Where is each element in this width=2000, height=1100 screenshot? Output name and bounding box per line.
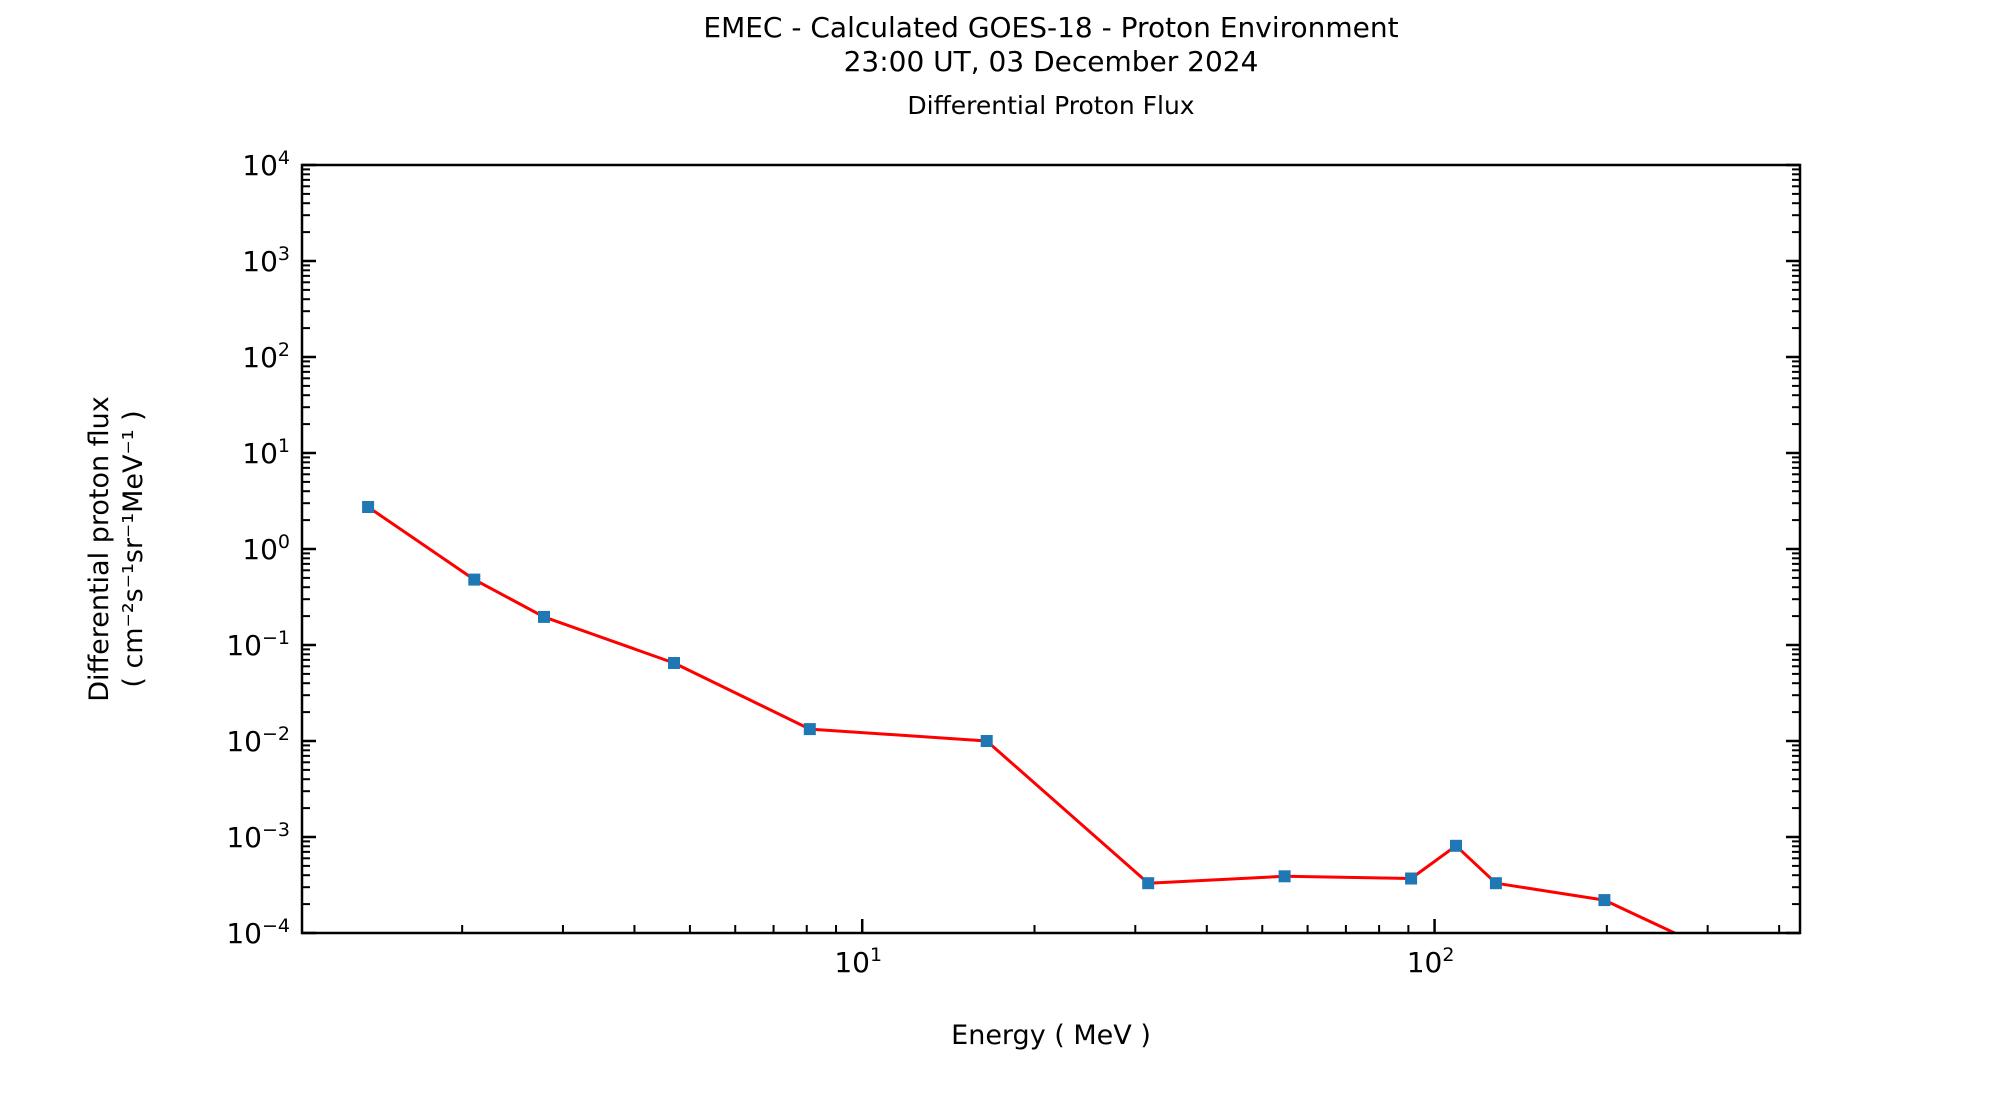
data-line	[366, 505, 1679, 933]
x-tick-label: 102	[1407, 944, 1455, 979]
chart-title: EMEC - Calculated GOES-18 - Proton Envir…	[703, 11, 1399, 44]
data-point-marker	[1142, 877, 1155, 890]
data-point-marker	[980, 735, 993, 747]
chart-title-datetime: 23:00 UT, 03 December 2024	[843, 45, 1259, 78]
data-point-marker	[1598, 894, 1611, 907]
y-tick-label: 104	[242, 147, 290, 182]
y-tick-label: 101	[242, 435, 290, 470]
axis-ticks	[302, 163, 1800, 935]
y-tick-label: 10−3	[226, 819, 290, 854]
data-series	[362, 501, 1739, 966]
data-point-marker	[538, 610, 550, 623]
data-point-marker	[1278, 870, 1291, 883]
y-tick-label: 100	[242, 531, 290, 566]
tick-labels: 101 102 104 103 102 101 100 10−1 10−2 10−3 10−4	[226, 147, 1454, 979]
y-tick-label: 10−4	[226, 915, 290, 950]
axes-title: Differential Proton Flux	[907, 91, 1195, 120]
data-point-marker	[1727, 954, 1739, 966]
plot-spines	[300, 163, 1802, 935]
x-axis-label: Energy ( MeV )	[951, 1020, 1151, 1051]
x-tick-label: 101	[834, 944, 882, 979]
data-point-marker	[668, 657, 680, 669]
data-point-marker	[468, 573, 481, 586]
y-tick-label: 10−2	[226, 723, 290, 758]
data-point-marker	[362, 501, 375, 513]
y-tick-label: 103	[242, 243, 290, 278]
data-point-marker	[803, 723, 816, 736]
data-point-marker	[1405, 872, 1418, 885]
y-tick-label: 102	[242, 339, 290, 374]
data-point-marker	[1489, 877, 1502, 890]
y-tick-label: 10−1	[226, 627, 290, 662]
data-point-marker	[1450, 839, 1462, 852]
